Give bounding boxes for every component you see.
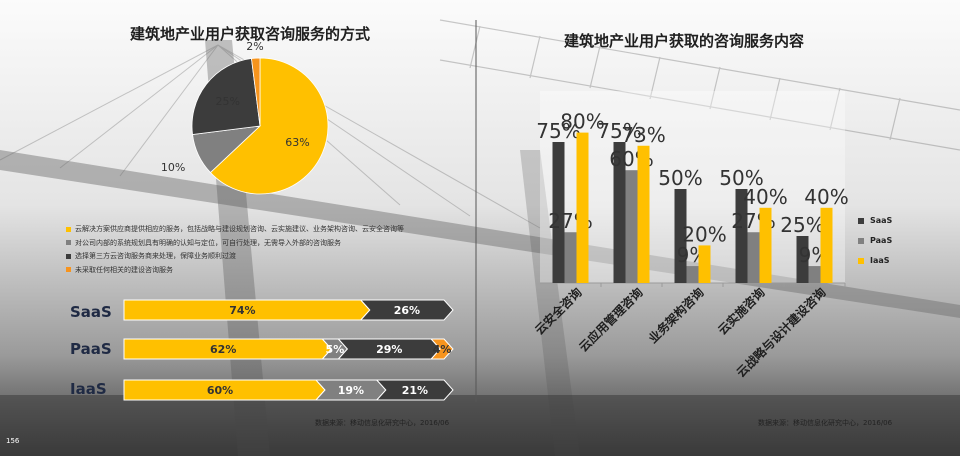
pie-legend-swatch <box>66 226 71 232</box>
bar-value-label: 75% <box>597 119 641 143</box>
pie-legend-item-2: 选择第三方云咨询服务商来处理，保障业务顺利过渡 <box>66 251 236 261</box>
bar-paas-3 <box>747 232 760 283</box>
bar-value-label: 25% <box>780 213 824 237</box>
bar-paas-1 <box>625 170 638 283</box>
bar-value-label: 75% <box>536 119 580 143</box>
pie-label-3: 2% <box>246 40 263 53</box>
legend-saas-label: SaaS <box>870 216 893 225</box>
bar-iaas-1 <box>637 145 650 283</box>
pie-legend-item-3: 未采取任何相关的建设咨询服务 <box>66 265 173 275</box>
bar-iaas-2 <box>698 245 711 283</box>
pie-slice-2 <box>191 58 261 135</box>
bar-value-label: 40% <box>804 185 848 209</box>
bar-saas-0 <box>552 142 565 283</box>
bar-saas-2 <box>674 189 687 283</box>
bar-saas-4 <box>796 236 809 283</box>
bar-iaas-4 <box>820 207 833 283</box>
stacked-segment-label: 21% <box>402 384 428 397</box>
bar-value-label: 50% <box>658 166 702 190</box>
legend-paas-swatch <box>858 237 864 244</box>
legend-paas-label: PaaS <box>870 236 893 245</box>
stacked-segment-label: 29% <box>376 343 402 356</box>
stacked-segment-label: 62% <box>210 343 236 356</box>
legend-saas-swatch <box>858 217 864 224</box>
bar-plot-area <box>540 91 845 283</box>
legend-paas: PaaS <box>858 236 892 245</box>
bar-value-label: 20% <box>682 222 726 246</box>
stacked-segment-label: 60% <box>207 384 233 397</box>
pie-legend-text: 选择第三方云咨询服务商来处理，保障业务顺利过渡 <box>75 252 236 260</box>
x-category-label: 云实施咨询 <box>715 285 768 338</box>
right-source: 数据来源：移动信息化研究中心，2016/06 <box>758 419 893 427</box>
stacked-row-label-iaas: IaaS <box>70 380 107 398</box>
bar-paas-0 <box>564 232 577 283</box>
bar-paas-2 <box>686 266 699 283</box>
stacked-segment-label: 5% <box>326 343 345 356</box>
stacked-segment-iaas-2 <box>375 379 454 401</box>
right-title: 建筑地产业用户获取的咨询服务内容 <box>564 32 805 50</box>
pie-legend-item-0: 云解决方案供应商提供相应的服务，包括战略与建设规划咨询、云实施建议、业务架构咨询… <box>66 224 404 234</box>
bar-value-label: 50% <box>719 166 763 190</box>
x-category-label: 云应用管理咨询 <box>576 285 646 355</box>
stacked-segment-label: 4% <box>433 343 452 356</box>
bar-saas-1 <box>613 142 626 283</box>
pie-legend-text: 对公司内部的系统规划具有明确的认知与定位，可自行处理，无需导入外部的咨询服务 <box>75 238 341 247</box>
page-number: 156 <box>6 437 20 445</box>
bar-paas-4 <box>808 266 821 283</box>
legend-iaas: IaaS <box>858 256 890 265</box>
x-category-label: 云安全咨询 <box>532 285 585 338</box>
pie-slice-3 <box>251 57 261 127</box>
stacked-segment-label: 19% <box>338 384 364 397</box>
pie-label-2: 25% <box>216 95 240 108</box>
pie-legend-text: 未采取任何相关的建设咨询服务 <box>75 265 173 274</box>
left-title: 建筑地产业用户获取咨询服务的方式 <box>130 25 371 43</box>
bar-value-label: 73% <box>621 123 665 147</box>
pie-legend-swatch <box>66 253 71 259</box>
pie-legend-swatch <box>66 267 71 272</box>
pie-label-1: 10% <box>161 161 185 174</box>
bar-value-label: 40% <box>743 185 787 209</box>
stacked-segment-paas-3 <box>430 338 454 360</box>
pie-legend-text: 云解决方案供应商提供相应的服务，包括战略与建设规划咨询、云实施建议、业务架构咨询… <box>75 225 404 233</box>
bar-iaas-0 <box>576 132 589 283</box>
bar-iaas-3 <box>759 207 772 283</box>
left-source: 数据来源：移动信息化研究中心，2016/06 <box>315 419 450 427</box>
pie-label-0: 63% <box>285 136 309 149</box>
pie-legend-swatch <box>66 240 71 245</box>
legend-saas: SaaS <box>858 216 892 225</box>
x-category-label: 业务架构咨询 <box>645 285 707 347</box>
stacked-row-label-saas: SaaS <box>70 303 112 321</box>
pie-slice-0 <box>209 57 329 195</box>
pie-legend-item-1: 对公司内部的系统规划具有明确的认知与定位，可自行处理，无需导入外部的咨询服务 <box>66 238 341 248</box>
stacked-row-label-paas: PaaS <box>70 340 112 358</box>
stacked-segment-label: 26% <box>394 304 420 317</box>
stacked-segment-label: 74% <box>229 304 255 317</box>
legend-iaas-swatch <box>858 257 864 264</box>
bar-saas-3 <box>735 189 748 283</box>
stacked-segment-saas-1 <box>359 299 454 321</box>
bar-value-label: 80% <box>560 110 604 134</box>
legend-iaas-label: IaaS <box>870 256 890 265</box>
